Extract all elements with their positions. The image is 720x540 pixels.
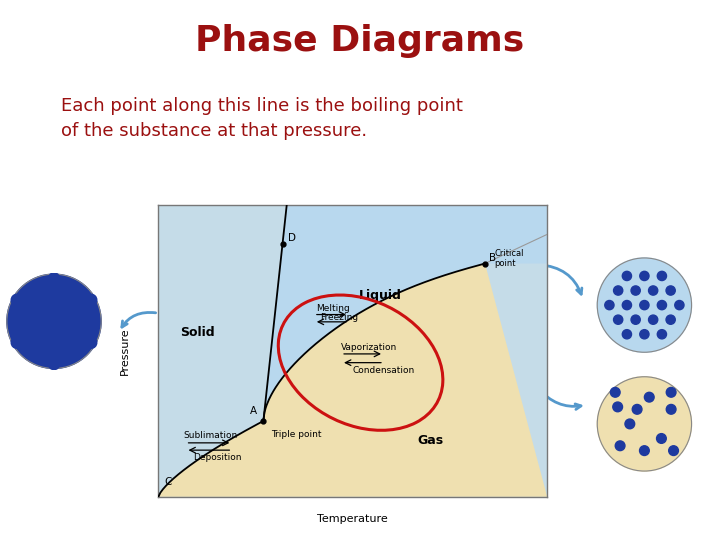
- Circle shape: [30, 305, 41, 316]
- Circle shape: [632, 404, 642, 414]
- Circle shape: [67, 284, 78, 295]
- Circle shape: [42, 348, 53, 359]
- Text: B: B: [489, 253, 496, 262]
- Circle shape: [24, 316, 35, 327]
- Circle shape: [657, 300, 667, 310]
- Circle shape: [605, 300, 614, 310]
- Circle shape: [55, 326, 66, 338]
- Text: Liquid: Liquid: [359, 288, 402, 301]
- Circle shape: [12, 316, 22, 327]
- Circle shape: [622, 300, 631, 310]
- Circle shape: [60, 316, 72, 327]
- Circle shape: [42, 326, 53, 338]
- Circle shape: [598, 258, 691, 352]
- Circle shape: [60, 294, 72, 306]
- Circle shape: [666, 315, 675, 325]
- Circle shape: [36, 294, 48, 306]
- Circle shape: [669, 446, 678, 456]
- Circle shape: [86, 294, 96, 306]
- Text: D: D: [288, 233, 297, 243]
- Circle shape: [640, 329, 649, 339]
- Circle shape: [73, 294, 84, 306]
- Circle shape: [67, 326, 78, 338]
- Circle shape: [12, 294, 22, 306]
- Text: Melting: Melting: [316, 304, 350, 313]
- Circle shape: [67, 305, 78, 316]
- Text: Gas: Gas: [418, 434, 444, 447]
- Circle shape: [79, 305, 91, 316]
- Circle shape: [616, 441, 625, 450]
- Circle shape: [36, 316, 48, 327]
- Circle shape: [622, 329, 631, 339]
- Polygon shape: [158, 264, 547, 497]
- Text: Phase Diagrams: Phase Diagrams: [195, 24, 525, 57]
- Circle shape: [666, 404, 676, 414]
- Circle shape: [7, 274, 101, 368]
- Text: A: A: [251, 406, 258, 416]
- Circle shape: [86, 316, 96, 327]
- Circle shape: [30, 348, 41, 359]
- Circle shape: [17, 326, 29, 338]
- Circle shape: [48, 337, 60, 348]
- Circle shape: [613, 402, 623, 411]
- Circle shape: [12, 337, 22, 348]
- Circle shape: [67, 348, 78, 359]
- Circle shape: [675, 300, 684, 310]
- Text: Pressure: Pressure: [120, 327, 130, 375]
- Circle shape: [649, 315, 658, 325]
- Circle shape: [24, 337, 35, 348]
- Circle shape: [73, 337, 84, 348]
- Text: Solid: Solid: [180, 326, 215, 340]
- Circle shape: [613, 315, 623, 325]
- Text: Sublimation: Sublimation: [184, 431, 238, 441]
- Circle shape: [17, 305, 29, 316]
- Circle shape: [639, 446, 649, 456]
- Circle shape: [86, 337, 96, 348]
- Text: Temperature: Temperature: [318, 514, 388, 524]
- Circle shape: [640, 271, 649, 281]
- Circle shape: [48, 316, 60, 327]
- Circle shape: [611, 388, 620, 397]
- Text: Triple point: Triple point: [271, 430, 322, 439]
- Text: Vaporization: Vaporization: [341, 342, 397, 352]
- Circle shape: [79, 326, 91, 338]
- Circle shape: [657, 271, 667, 281]
- Circle shape: [666, 388, 676, 397]
- Circle shape: [640, 300, 649, 310]
- Circle shape: [666, 286, 675, 295]
- Polygon shape: [158, 205, 547, 497]
- Circle shape: [60, 337, 72, 348]
- Text: Critical
point: Critical point: [495, 249, 524, 268]
- Circle shape: [644, 392, 654, 402]
- Circle shape: [30, 326, 41, 338]
- Circle shape: [657, 329, 667, 339]
- Circle shape: [598, 377, 691, 471]
- Circle shape: [55, 305, 66, 316]
- Circle shape: [24, 294, 35, 306]
- Polygon shape: [264, 205, 547, 421]
- Circle shape: [48, 294, 60, 306]
- Text: Deposition: Deposition: [194, 454, 242, 462]
- Circle shape: [48, 273, 60, 284]
- Circle shape: [36, 337, 48, 348]
- Circle shape: [55, 284, 66, 295]
- Circle shape: [625, 419, 635, 429]
- Circle shape: [649, 286, 658, 295]
- Circle shape: [631, 315, 640, 325]
- Circle shape: [657, 434, 666, 443]
- Circle shape: [42, 284, 53, 295]
- Circle shape: [55, 348, 66, 359]
- Text: Freezing: Freezing: [320, 313, 358, 322]
- Circle shape: [613, 286, 623, 295]
- Circle shape: [42, 305, 53, 316]
- Circle shape: [30, 284, 41, 295]
- Text: Each point along this line is the boiling point
of the substance at that pressur: Each point along this line is the boilin…: [61, 97, 463, 140]
- Circle shape: [631, 286, 640, 295]
- Circle shape: [48, 359, 60, 370]
- Text: C: C: [164, 477, 171, 487]
- Circle shape: [73, 316, 84, 327]
- Text: Condensation: Condensation: [353, 366, 415, 375]
- Circle shape: [622, 271, 631, 281]
